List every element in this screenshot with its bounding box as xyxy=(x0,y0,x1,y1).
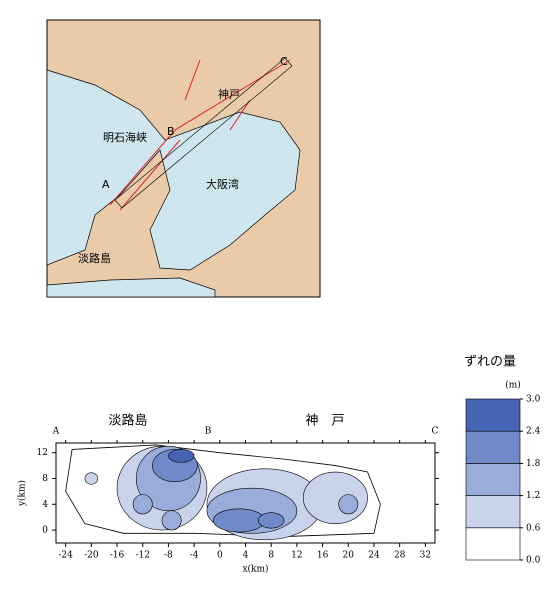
map-label: 大阪湾 xyxy=(206,177,239,191)
contour-region xyxy=(258,512,285,529)
contour-plot: -24 -20 -16 -12 -8 -4 0 4 8 12 16 20 24 28 32 0 4 8 12 x(km… xyxy=(17,355,541,575)
colorbar-unit: (m) xyxy=(505,380,521,391)
map-label: 神戸 xyxy=(218,87,240,101)
top-label: C xyxy=(432,427,439,437)
x-tick-label: 12 xyxy=(291,551,302,561)
colorbar-band xyxy=(465,495,521,529)
x-tick-label: 20 xyxy=(343,551,355,561)
x-tick-label: 8 xyxy=(268,551,274,561)
x-tick-label: 16 xyxy=(317,551,329,561)
contour-region xyxy=(303,471,368,524)
contour-region xyxy=(84,472,99,485)
x-axis-label: x(km) xyxy=(242,564,268,575)
top-label: A xyxy=(52,427,60,437)
contour-region xyxy=(213,508,266,533)
colorbar-tick-label: 0.6 xyxy=(526,523,541,533)
top-label: B xyxy=(205,427,212,437)
x-tick-label: -16 xyxy=(110,551,125,561)
x-tick-label: -24 xyxy=(58,551,73,561)
x-tick-label: -12 xyxy=(135,551,150,561)
map-label: B xyxy=(167,125,175,138)
sea-south xyxy=(46,277,216,298)
colorbar-band xyxy=(465,463,521,496)
top-label: 淡路島 xyxy=(108,413,147,429)
y-tick-label: 4 xyxy=(42,500,48,510)
x-tick-label: 32 xyxy=(420,551,431,561)
faults xyxy=(109,59,291,211)
y-axis-label: y(km) xyxy=(17,480,28,507)
y-tick-label: 0 xyxy=(42,526,48,536)
x-tick-label: 28 xyxy=(394,551,406,561)
x-tick-label: 24 xyxy=(368,551,380,561)
contour-region xyxy=(161,510,182,531)
contour-region xyxy=(132,494,153,515)
contour-line xyxy=(65,444,381,537)
colorbar-title: ずれの量 xyxy=(464,355,516,370)
map-label: A xyxy=(102,178,110,191)
contour-region xyxy=(338,494,359,515)
colorbar-tick-label: 3.0 xyxy=(526,395,541,405)
x-tick-label: -8 xyxy=(164,551,173,561)
colorbar-band xyxy=(465,430,521,464)
map: 神戸 明石海峡 B A 大阪湾 淡路島 C xyxy=(46,19,321,298)
x-tick-label: -20 xyxy=(84,551,99,561)
colorbar-tick-label: 1.2 xyxy=(526,491,540,501)
y-tick-label: 12 xyxy=(37,448,48,458)
x-tick-label: 0 xyxy=(217,551,223,561)
map-label: C xyxy=(280,55,288,68)
map-label: 淡路島 xyxy=(78,251,111,265)
x-tick-label: 4 xyxy=(243,551,249,561)
colorbar-band xyxy=(465,527,521,561)
map-label: 明石海峡 xyxy=(103,130,147,144)
colorbar-band xyxy=(465,398,521,432)
top-label: 神 戸 xyxy=(305,414,344,429)
contour-region xyxy=(168,449,195,463)
colorbar-tick-label: 2.4 xyxy=(526,427,541,437)
colorbar-tick-label: 0.0 xyxy=(526,556,541,566)
x-tick-label: -4 xyxy=(190,551,199,561)
colorbar-tick-label: 1.8 xyxy=(526,459,541,469)
y-tick-label: 8 xyxy=(42,474,48,484)
fault-zone xyxy=(114,57,293,209)
